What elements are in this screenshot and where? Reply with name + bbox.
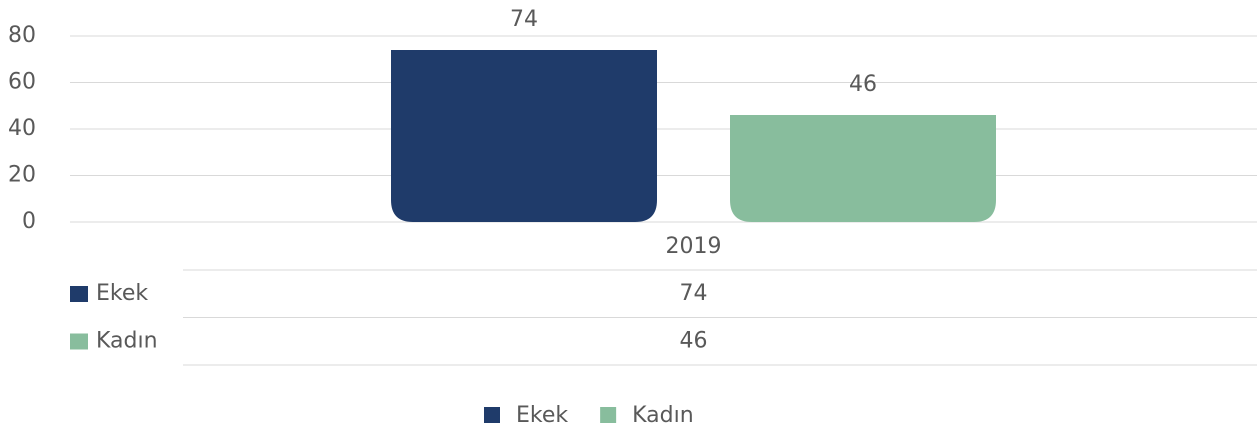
bar — [730, 115, 996, 222]
legend-swatch — [600, 407, 617, 423]
data-label: 74 — [510, 7, 538, 32]
table-legend-swatch — [70, 286, 88, 302]
y-tick-label: 60 — [8, 70, 36, 95]
legend-label: Kadın — [632, 403, 694, 428]
data-label: 46 — [849, 72, 877, 97]
table-legend-swatch — [70, 333, 88, 350]
table-value: 74 — [680, 281, 708, 306]
y-tick-label: 20 — [8, 163, 36, 188]
table-legend-label: Ekek — [96, 281, 148, 306]
legend-swatch — [484, 407, 500, 423]
y-tick-label: 0 — [22, 209, 36, 234]
legend-label: Ekek — [516, 403, 568, 428]
table-value: 46 — [680, 329, 708, 354]
x-tick-label: 2019 — [666, 234, 722, 259]
y-tick-label: 40 — [8, 116, 36, 141]
table-legend-label: Kadın — [96, 329, 158, 354]
y-tick-label: 80 — [8, 23, 36, 48]
bar — [391, 49, 657, 223]
